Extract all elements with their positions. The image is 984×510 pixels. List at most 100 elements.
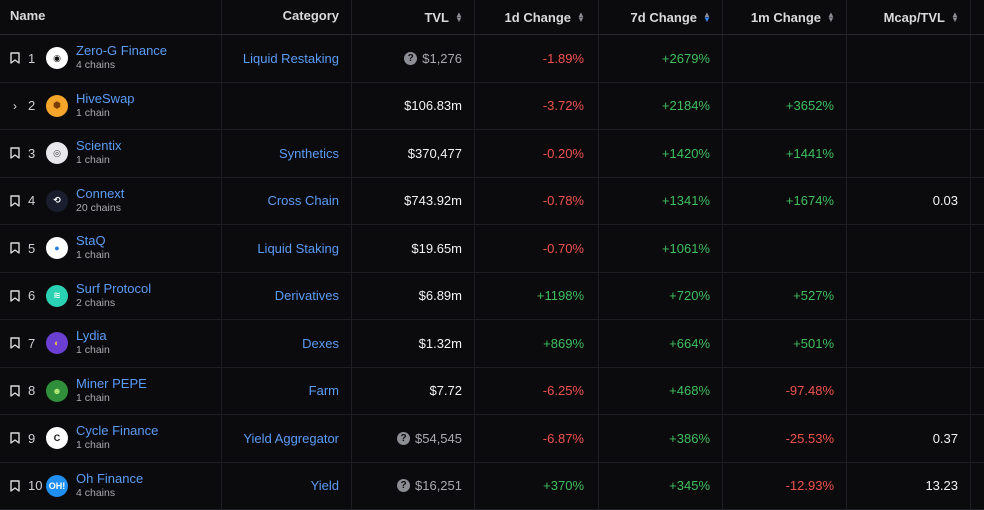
chain-count[interactable]: 1 chain [76,153,122,167]
change-7d-cell: +1341% [599,178,723,225]
header-1d-change[interactable]: 1d Change▲▼ [475,0,599,34]
protocol-name-link[interactable]: Surf Protocol [76,282,151,296]
row-spacer [971,83,984,130]
category-cell: Yield Aggregator [222,415,352,462]
row-spacer [971,415,984,462]
change-7d-cell: +386% [599,415,723,462]
chain-count[interactable]: 1 chain [76,248,110,262]
category-link[interactable]: Dexes [302,336,339,351]
category-link[interactable]: Cross Chain [267,193,339,208]
change-7d-cell: +1061% [599,225,723,272]
header-tvl[interactable]: TVL▲▼ [352,0,475,34]
question-icon[interactable]: ? [397,432,410,445]
change-7d-value: +386% [669,431,710,446]
chain-count[interactable]: 20 chains [76,201,124,215]
table-header: Name Category TVL▲▼ 1d Change▲▼ 7d Chang… [0,0,984,35]
bookmark-icon[interactable] [10,480,20,492]
change-1d-cell: -0.70% [475,225,599,272]
question-icon[interactable]: ? [404,52,417,65]
protocol-name-link[interactable]: Scientix [76,139,122,153]
change-1m-cell: -97.48% [723,368,847,415]
chain-count[interactable]: 1 chain [76,343,110,357]
tvl-value: $106.83m [404,98,462,113]
protocol-logo-icon: OH! [46,475,68,497]
protocol-name-link[interactable]: HiveSwap [76,92,135,106]
chain-count[interactable]: 1 chain [76,391,147,405]
bookmark-icon[interactable] [10,52,20,64]
bookmark-icon[interactable] [10,432,20,444]
chain-count[interactable]: 1 chain [76,438,158,452]
mcap-tvl-cell [847,35,971,82]
tvl-value: $16,251 [415,478,462,493]
mcap-tvl-cell [847,273,971,320]
protocol-logo-icon: ◉ [46,47,68,69]
protocol-name-link[interactable]: Connext [76,187,124,201]
tvl-cell: $1.32m [352,320,475,367]
table-row: › 2 ⬢ HiveSwap 1 chain $106.83m -3.72% +… [0,83,984,131]
header-mcap-tvl[interactable]: Mcap/TVL▲▼ [847,0,971,34]
table-row: 4 ⟲ Connext 20 chains Cross Chain $743.9… [0,178,984,226]
protocol-logo-icon: ◐ [46,332,68,354]
change-1d-value: -0.70% [543,241,584,256]
chain-count[interactable]: 1 chain [76,106,135,120]
chevron-right-icon[interactable]: › [10,99,20,113]
mcap-tvl-cell [847,130,971,177]
header-7d-label: 7d Change [631,10,697,25]
bookmark-icon[interactable] [10,195,20,207]
tvl-cell: $743.92m [352,178,475,225]
bookmark-icon[interactable] [10,385,20,397]
bookmark-icon[interactable] [10,337,20,349]
protocol-logo-icon: ≋ [46,285,68,307]
change-1d-cell: -0.78% [475,178,599,225]
mcap-tvl-cell [847,225,971,272]
change-1d-cell: +869% [475,320,599,367]
category-link[interactable]: Liquid Restaking [243,51,339,66]
change-1m-cell: +3652% [723,83,847,130]
protocol-name-link[interactable]: Cycle Finance [76,424,158,438]
change-1d-value: +869% [543,336,584,351]
protocol-name-link[interactable]: Zero-G Finance [76,44,167,58]
name-cell: 1 ◉ Zero-G Finance 4 chains [0,35,222,82]
chain-count[interactable]: 4 chains [76,486,143,500]
protocol-name-link[interactable]: Oh Finance [76,472,143,486]
header-category-label: Category [283,8,339,23]
category-link[interactable]: Liquid Staking [257,241,339,256]
chain-count[interactable]: 2 chains [76,296,151,310]
bookmark-icon[interactable] [10,147,20,159]
row-spacer [971,130,984,177]
rank: 8 [28,383,46,398]
bookmark-icon[interactable] [10,242,20,254]
header-category[interactable]: Category [222,0,352,34]
chain-count[interactable]: 4 chains [76,58,167,72]
protocol-name-link[interactable]: Miner PEPE [76,377,147,391]
change-1m-value: +1441% [786,146,834,161]
category-cell: Derivatives [222,273,352,320]
header-7d-change[interactable]: 7d Change▲▼ [599,0,723,34]
change-7d-cell: +720% [599,273,723,320]
change-1d-cell: -0.20% [475,130,599,177]
table-row: 5 ● StaQ 1 chain Liquid Staking $19.65m … [0,225,984,273]
mcap-tvl-cell: 13.23 [847,463,971,510]
category-link[interactable]: Yield [311,478,339,493]
question-icon[interactable]: ? [397,479,410,492]
change-7d-value: +2679% [662,51,710,66]
category-link[interactable]: Yield Aggregator [243,431,339,446]
bookmark-icon[interactable] [10,290,20,302]
protocol-name-link[interactable]: Lydia [76,329,110,343]
name-cell: 8 ☻ Miner PEPE 1 chain [0,368,222,415]
rank: 5 [28,241,46,256]
category-link[interactable]: Farm [309,383,339,398]
protocol-name-link[interactable]: StaQ [76,234,110,248]
change-7d-cell: +1420% [599,130,723,177]
row-spacer [971,225,984,272]
category-link[interactable]: Derivatives [275,288,339,303]
header-name[interactable]: Name [0,0,222,34]
header-1m-change[interactable]: 1m Change▲▼ [723,0,847,34]
category-link[interactable]: Synthetics [279,146,339,161]
name-cell: 7 ◐ Lydia 1 chain [0,320,222,367]
table-row: 8 ☻ Miner PEPE 1 chain Farm $7.72 -6.25%… [0,368,984,416]
change-1m-cell [723,225,847,272]
change-1m-cell: -25.53% [723,415,847,462]
change-1d-cell: -3.72% [475,83,599,130]
